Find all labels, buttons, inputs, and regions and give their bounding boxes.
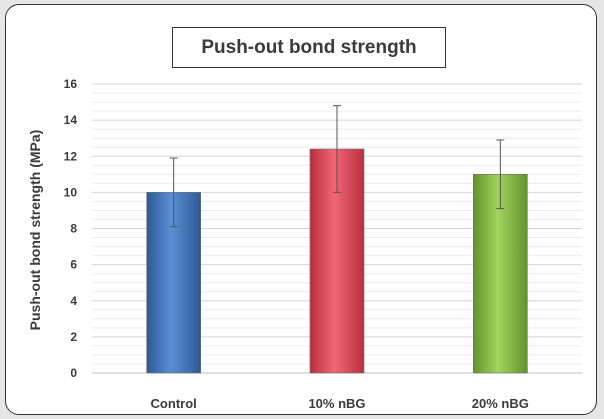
chart-title: Push-out bond strength xyxy=(172,27,446,68)
y-tick-labels: 0 2 4 6 8 10 12 14 16 xyxy=(64,77,78,380)
y-tick-label: 4 xyxy=(70,294,77,308)
y-tick-label: 0 xyxy=(70,366,77,380)
y-tick-label: 12 xyxy=(64,149,78,163)
x-tick-label: Control xyxy=(151,396,197,411)
y-tick-label: 6 xyxy=(70,258,77,272)
y-axis-label: Push-out bond strength (MPa) xyxy=(27,130,43,331)
error-bars xyxy=(169,105,505,228)
y-tick-label: 2 xyxy=(70,330,77,344)
x-tick-label: 10% nBG xyxy=(308,396,365,411)
x-tick-labels: Control 10% nBG 20% nBG xyxy=(151,396,529,411)
y-tick-label: 10 xyxy=(64,185,78,199)
y-tick-label: 14 xyxy=(64,113,78,127)
bars xyxy=(146,148,528,374)
y-tick-label: 8 xyxy=(70,222,77,236)
x-tick-label: 20% nBG xyxy=(472,396,529,411)
y-tick-label: 16 xyxy=(64,77,78,91)
